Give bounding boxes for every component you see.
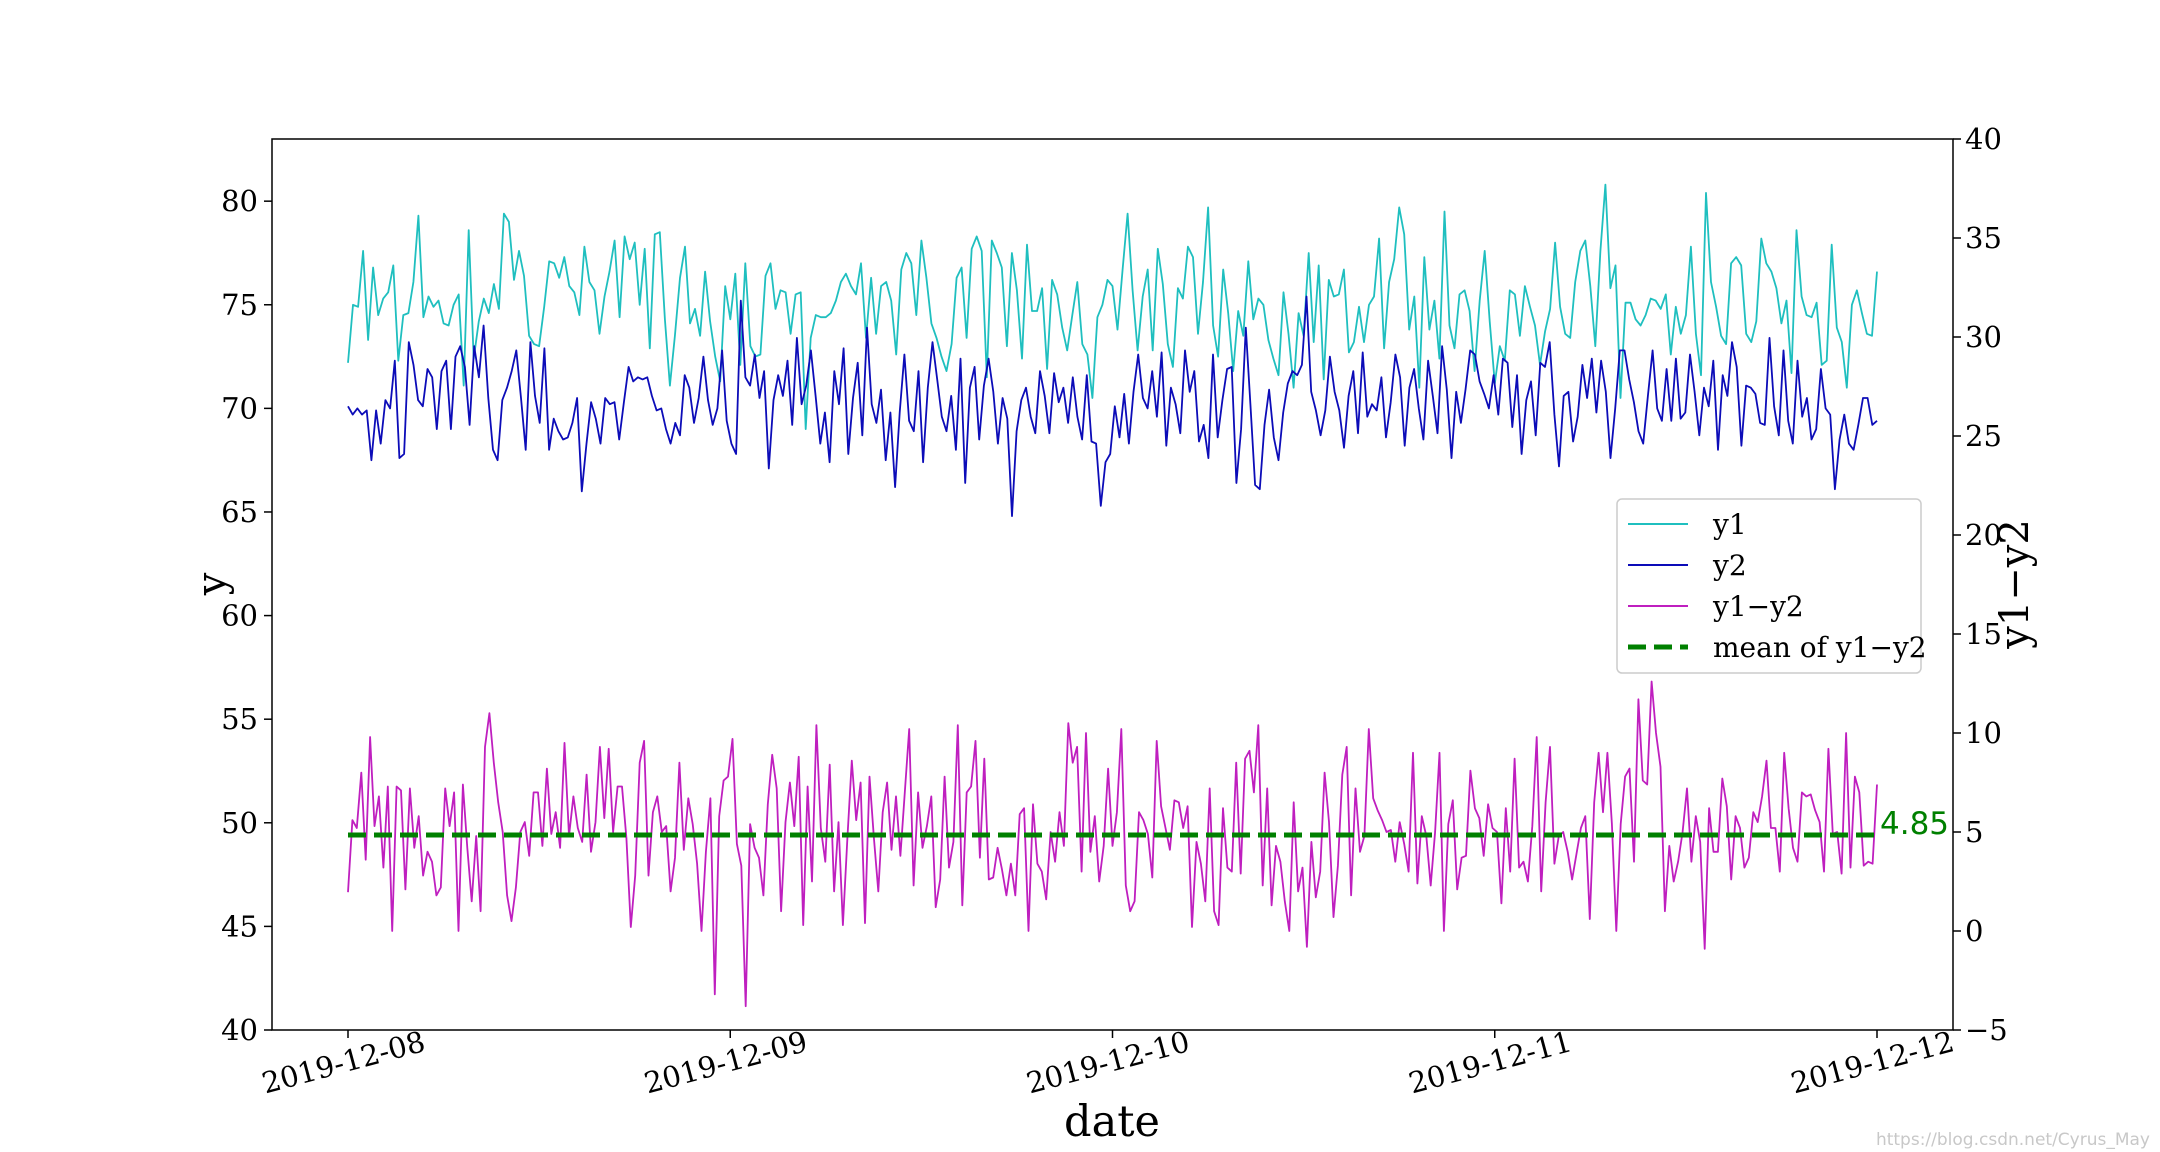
watermark: https://blog.csdn.net/Cyrus_May xyxy=(1876,1130,2150,1150)
x-axis-title: date xyxy=(1064,1097,1160,1147)
legend-box xyxy=(1616,498,1922,674)
left-tick-label: 60 xyxy=(221,599,258,633)
right-tick-label: 30 xyxy=(1965,320,2002,354)
left-tick-label: 45 xyxy=(221,909,258,943)
mean-value-label: 4.85 xyxy=(1880,806,1949,842)
x-tick-label: 2019-12-12 xyxy=(1787,1024,1957,1100)
legend-label-mean: mean of y1−y2 xyxy=(1713,631,1927,664)
left-tick-label: 70 xyxy=(221,391,258,425)
right-tick-label: 0 xyxy=(1965,914,1983,948)
legend-label-y1: y1 xyxy=(1712,508,1747,541)
legend-label-diff: y1−y2 xyxy=(1712,590,1804,623)
left-tick-label: 65 xyxy=(221,495,258,529)
left-tick-label: 50 xyxy=(221,806,258,840)
x-tick-label: 2019-12-11 xyxy=(1405,1024,1575,1100)
legend: y1 y2 y1−y2 mean of y1−y2 xyxy=(1616,498,1927,674)
right-tick-label: 10 xyxy=(1965,716,2002,750)
right-tick-label: 5 xyxy=(1965,815,1983,849)
right-tick-label: 40 xyxy=(1965,122,2002,156)
series-line-0 xyxy=(347,183,1878,431)
series-line-1 xyxy=(347,295,1878,517)
right-tick-label: −5 xyxy=(1965,1013,2008,1047)
left-tick-label: 40 xyxy=(221,1013,258,1047)
right-tick-label: 20 xyxy=(1965,518,2002,552)
right-tick-label: 35 xyxy=(1965,221,2002,255)
left-tick-label: 80 xyxy=(221,184,258,218)
right-tick-label: 15 xyxy=(1965,617,2002,651)
right-y-axis-title: y1−y2 xyxy=(1992,519,2038,650)
x-axis: 2019-12-08 2019-12-09 2019-12-10 2019-12-11… xyxy=(258,1024,1957,1100)
right-tick-label: 25 xyxy=(1965,419,2002,453)
left-y-axis: 40 45 50 55 60 65 70 75 80 xyxy=(221,184,272,1047)
legend-label-y2: y2 xyxy=(1712,549,1747,582)
x-tick-label: 2019-12-10 xyxy=(1023,1024,1193,1100)
x-tick-label: 2019-12-08 xyxy=(258,1024,428,1100)
left-y-axis-title: y xyxy=(189,572,235,596)
left-tick-label: 55 xyxy=(221,702,258,736)
x-tick-label: 2019-12-09 xyxy=(641,1024,811,1100)
left-tick-label: 75 xyxy=(221,288,258,322)
series-layer xyxy=(347,183,1878,1008)
right-y-axis: −5 0 5 10 15 20 25 30 35 40 xyxy=(1953,122,2008,1047)
series-line-2 xyxy=(347,680,1878,1008)
